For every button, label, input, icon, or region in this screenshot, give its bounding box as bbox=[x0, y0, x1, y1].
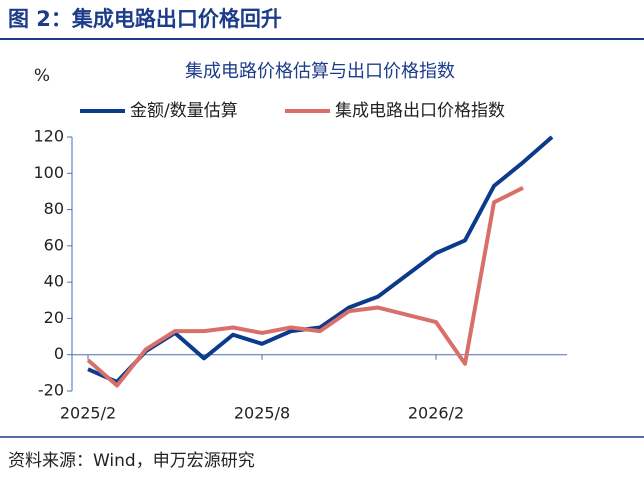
y-tick-label: 120 bbox=[33, 127, 64, 146]
y-tick-label: 80 bbox=[44, 199, 64, 218]
y-axis-unit: % bbox=[34, 66, 50, 86]
y-tick-label: 20 bbox=[44, 308, 64, 327]
x-tick-label: 2025/8 bbox=[234, 404, 290, 423]
legend-label: 金额/数量估算 bbox=[130, 101, 238, 121]
x-tick-label: 2026/2 bbox=[408, 404, 464, 423]
chart-title: 集成电路价格估算与出口价格指数 bbox=[185, 61, 455, 82]
y-tick-label: 0 bbox=[54, 344, 64, 363]
x-tick-label: 2025/2 bbox=[60, 404, 116, 423]
y-tick-label: 100 bbox=[33, 163, 64, 182]
source-note: 资料来源：Wind，申万宏源研究 bbox=[8, 451, 255, 471]
series-line bbox=[86, 186, 524, 388]
y-tick-label: -20 bbox=[38, 381, 64, 400]
legend-label: 集成电路出口价格指数 bbox=[335, 101, 505, 121]
y-tick-label: 40 bbox=[44, 272, 64, 291]
page-title: 图 2：集成电路出口价格回升 bbox=[8, 7, 282, 31]
y-tick-label: 60 bbox=[44, 235, 64, 254]
